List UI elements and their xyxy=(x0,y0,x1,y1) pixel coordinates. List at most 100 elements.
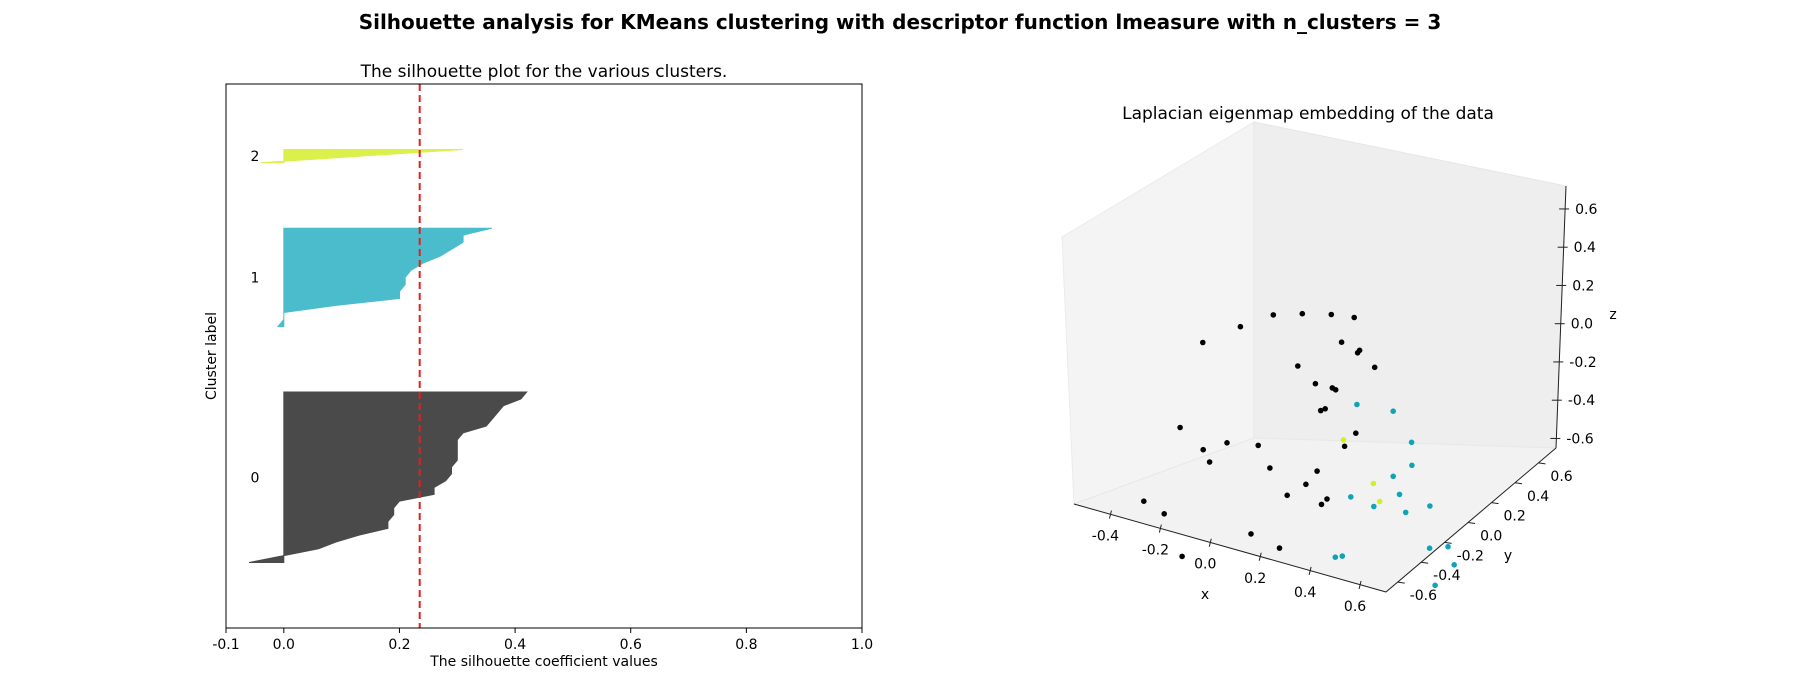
embedding-point xyxy=(1317,407,1324,414)
z-tick-label: 0.0 xyxy=(1571,317,1593,333)
embedding-point xyxy=(1341,443,1348,450)
silhouette-plot: The silhouette plot for the various clus… xyxy=(204,62,873,670)
silhouette-xlabel: The silhouette coefficient values xyxy=(429,654,658,670)
x-tick-label: 0.0 xyxy=(1194,557,1216,573)
embedding-point xyxy=(1200,339,1206,346)
y-tick-label: 0.6 xyxy=(1550,469,1572,485)
silhouette-cluster-0 xyxy=(249,391,528,563)
embedding-point xyxy=(1267,465,1273,471)
embedding-point xyxy=(1255,442,1261,449)
embedding-point xyxy=(1370,480,1377,487)
y-tick-mark xyxy=(1514,482,1523,485)
x-tick-label: -0.4 xyxy=(1092,529,1119,545)
left-pane xyxy=(1061,121,1255,505)
embedding-point xyxy=(1396,491,1403,498)
embedding-point xyxy=(1276,545,1283,551)
silhouette-cluster-labels: 0 1 2 xyxy=(250,149,259,486)
embedding-point xyxy=(1299,310,1306,317)
embedding-point xyxy=(1237,323,1244,330)
embedding-point xyxy=(1427,503,1433,509)
z-tick-label: 0.4 xyxy=(1574,240,1596,256)
y-tick-mark xyxy=(1444,541,1452,544)
embedding-point xyxy=(1329,385,1336,391)
silhouette-x-ticks: -0.1 0.0 0.2 0.4 0.6 0.8 1.0 xyxy=(212,628,873,653)
embedding-point xyxy=(1339,553,1346,559)
embedding-point xyxy=(1284,492,1290,499)
embedding-point xyxy=(1390,473,1396,480)
embedding-point xyxy=(1270,312,1277,318)
silhouette-title: The silhouette plot for the various clus… xyxy=(360,62,728,82)
y-tick-label: -0.2 xyxy=(1457,548,1484,564)
x-tick-label: 0.6 xyxy=(1344,599,1366,615)
x-tick-label: 0.8 xyxy=(735,637,757,653)
y-tick-label: 0.4 xyxy=(1527,489,1549,505)
embedding-ticks: -0.4-0.20.00.20.40.6-0.6-0.4-0.20.00.20.… xyxy=(1092,202,1598,615)
x-tick-label: 1.0 xyxy=(851,637,873,653)
back-pane xyxy=(1253,121,1567,449)
embedding-point xyxy=(1224,440,1230,446)
y-tick-mark xyxy=(1538,462,1546,465)
cluster-label-0: 0 xyxy=(250,470,259,486)
embedding-point xyxy=(1328,311,1335,318)
silhouette-fills xyxy=(249,149,528,563)
silhouette-cluster-1 xyxy=(276,227,493,328)
embedding-point xyxy=(1376,498,1383,505)
embedding-point xyxy=(1318,501,1325,508)
embedding-point xyxy=(1179,553,1185,560)
embedding-point xyxy=(1338,339,1345,346)
y-tick-mark xyxy=(1491,502,1499,505)
z-tick-label: 0.6 xyxy=(1575,202,1597,218)
embedding-point xyxy=(1177,424,1183,431)
embedding-point xyxy=(1161,511,1167,517)
embedding-point xyxy=(1322,406,1328,412)
x-tick-mark xyxy=(1358,580,1362,590)
embedding-point xyxy=(1200,446,1206,453)
embedding-title: Laplacian eigenmap embedding of the data xyxy=(1122,104,1494,124)
embedding-ylabel: y xyxy=(1504,548,1512,564)
x-tick-label: -0.1 xyxy=(212,637,239,653)
x-tick-label: 0.2 xyxy=(388,637,410,653)
z-axis-line xyxy=(1555,185,1567,449)
embedding-point xyxy=(1348,494,1354,500)
x-tick-mark xyxy=(1308,566,1312,576)
embedding-point xyxy=(1206,459,1213,465)
y-tick-label: -0.4 xyxy=(1433,568,1460,584)
embedding-point xyxy=(1432,582,1438,589)
z-tick-label: -0.6 xyxy=(1566,431,1593,447)
silhouette-ylabel: Cluster label xyxy=(204,312,220,400)
embedding-points xyxy=(1141,310,1457,589)
embedding-point xyxy=(1402,509,1409,516)
y-axis-line xyxy=(1385,447,1557,593)
silhouette-frame xyxy=(225,83,863,629)
embedding-point xyxy=(1426,545,1433,551)
embedding-point xyxy=(1312,380,1319,387)
embedding-point xyxy=(1390,408,1396,415)
embedding-point xyxy=(1332,554,1339,560)
embedding-point xyxy=(1141,498,1147,505)
embedding-point xyxy=(1314,468,1320,474)
embedding-point xyxy=(1295,363,1301,369)
y-tick-label: 0.0 xyxy=(1480,528,1502,544)
x-tick-label: 0.2 xyxy=(1244,571,1266,587)
embedding-point xyxy=(1356,347,1363,354)
embedding-point xyxy=(1371,503,1377,510)
y-tick-mark xyxy=(1421,561,1429,564)
embedding-plot: Laplacian eigenmap embedding of the data… xyxy=(1061,104,1617,615)
cluster-label-1: 1 xyxy=(250,270,259,286)
z-tick-label: 0.2 xyxy=(1572,278,1594,294)
embedding-point xyxy=(1445,543,1451,550)
x-tick-mark xyxy=(1158,524,1162,533)
embedding-point xyxy=(1303,481,1309,488)
z-tick-label: -0.4 xyxy=(1568,393,1595,409)
x-tick-mark xyxy=(1258,552,1262,561)
x-axis-line xyxy=(1073,503,1387,593)
z-tick-label: -0.2 xyxy=(1569,355,1596,371)
embedding-point xyxy=(1371,364,1378,371)
y-tick-label: 0.2 xyxy=(1504,509,1526,525)
y-tick-mark xyxy=(1467,521,1476,524)
embedding-xlabel: x xyxy=(1201,587,1209,603)
y-tick-mark xyxy=(1397,581,1405,584)
x-tick-label: 0.6 xyxy=(620,637,642,653)
x-tick-label: 0.4 xyxy=(504,637,526,653)
